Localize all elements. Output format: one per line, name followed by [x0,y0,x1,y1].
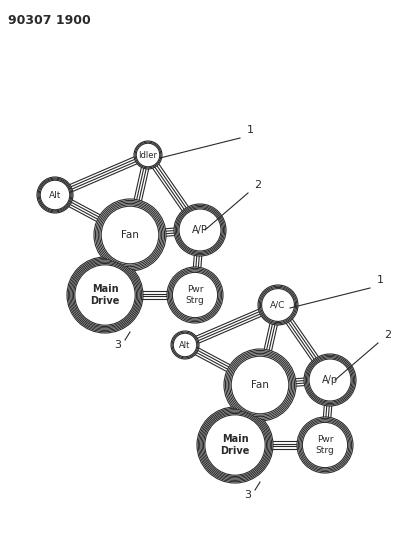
Circle shape [297,417,353,473]
Text: A/p: A/p [322,375,338,385]
Circle shape [204,414,266,477]
Text: Alt: Alt [179,341,191,350]
Circle shape [201,411,269,479]
Circle shape [174,204,226,256]
Circle shape [228,353,292,417]
Text: Main
Drive: Main Drive [220,434,250,456]
Circle shape [136,143,160,167]
Circle shape [171,331,199,359]
Circle shape [72,262,138,328]
Circle shape [301,421,349,469]
Text: Idler: Idler [138,150,157,159]
Circle shape [169,268,222,321]
Text: Alt: Alt [49,190,61,199]
Circle shape [262,288,295,321]
Circle shape [305,356,355,405]
Circle shape [70,260,140,330]
Circle shape [167,267,223,323]
Circle shape [172,272,217,318]
Text: A/P: A/P [192,225,208,235]
Circle shape [172,332,198,358]
Circle shape [198,408,272,482]
Circle shape [302,422,348,467]
Circle shape [308,358,352,402]
Text: Fan: Fan [251,380,269,390]
Text: Pwr
Strg: Pwr Strg [186,285,204,305]
Circle shape [205,415,265,475]
Circle shape [173,333,197,357]
Circle shape [97,202,163,268]
Circle shape [200,409,271,480]
Circle shape [175,205,225,255]
Circle shape [75,265,135,325]
Circle shape [226,350,295,419]
Circle shape [39,179,71,211]
Circle shape [300,419,350,470]
Text: 2: 2 [384,330,392,340]
Text: Fan: Fan [121,230,139,240]
Circle shape [227,352,293,418]
Circle shape [134,141,162,169]
Text: 1: 1 [246,125,253,135]
Circle shape [67,257,143,333]
Circle shape [178,208,222,252]
Circle shape [71,261,139,329]
Circle shape [38,178,72,212]
Text: 3: 3 [244,490,251,500]
Circle shape [224,349,296,421]
Circle shape [73,263,137,327]
Circle shape [202,412,268,478]
Circle shape [37,177,73,213]
Circle shape [197,407,273,483]
Circle shape [306,357,353,403]
Circle shape [258,285,298,325]
Circle shape [135,142,161,168]
Text: Main
Drive: Main Drive [90,284,120,306]
Circle shape [259,286,297,324]
Circle shape [260,287,296,322]
Text: 90307 1900: 90307 1900 [8,14,91,27]
Circle shape [171,271,219,319]
Circle shape [95,200,164,270]
Circle shape [231,356,289,414]
Circle shape [304,354,356,406]
Circle shape [177,206,224,254]
Circle shape [170,270,220,320]
Circle shape [101,206,159,264]
Text: Pwr
Strg: Pwr Strg [316,435,335,455]
Circle shape [179,209,221,251]
Circle shape [94,199,166,271]
Text: 3: 3 [115,340,122,350]
Circle shape [68,259,142,332]
Circle shape [309,359,351,401]
Text: 1: 1 [377,275,384,285]
Circle shape [230,355,290,415]
Circle shape [100,205,160,265]
Text: 2: 2 [255,180,262,190]
Circle shape [298,418,352,472]
Circle shape [40,180,70,210]
Circle shape [98,203,162,266]
Text: A/C: A/C [271,301,286,310]
